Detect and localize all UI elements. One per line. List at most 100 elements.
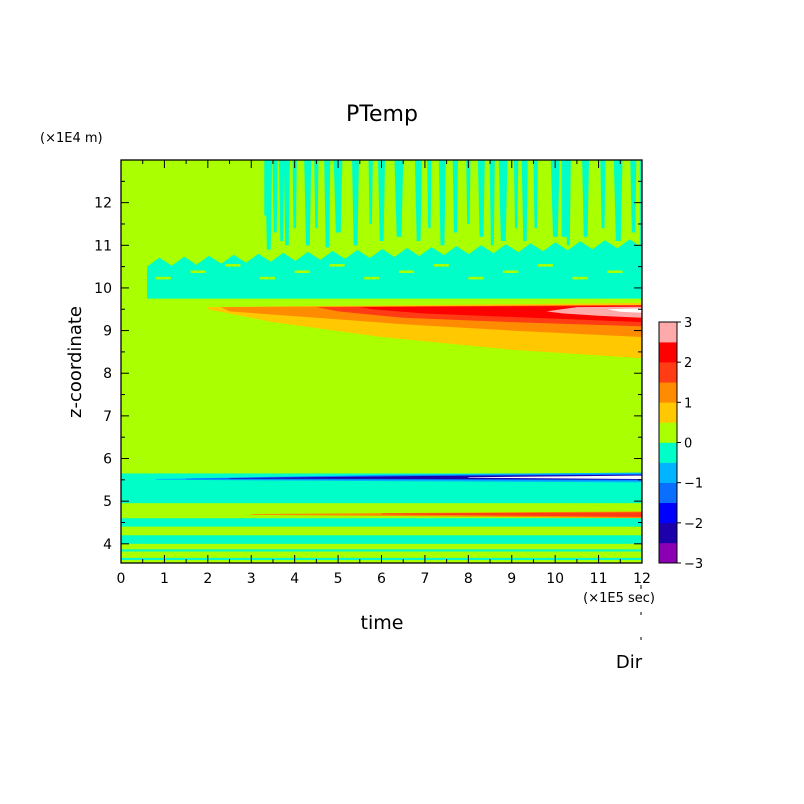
contour-region-spike bbox=[394, 160, 404, 237]
contour-field bbox=[121, 160, 642, 563]
contour-region-spike bbox=[561, 160, 569, 237]
colorbar-tick-label: 0 bbox=[684, 437, 692, 452]
contour-region-lower bbox=[121, 518, 642, 527]
colorbar-swatch bbox=[659, 502, 677, 524]
contour-region-stripe bbox=[155, 276, 171, 280]
chart-title: PTemp bbox=[346, 102, 418, 127]
colorbar-swatch bbox=[659, 442, 677, 463]
contour-region-spike bbox=[498, 160, 508, 241]
x-tick-label: 12 bbox=[633, 571, 651, 587]
contour-region-spike bbox=[639, 160, 642, 263]
x-tick-label: 1 bbox=[160, 571, 169, 587]
x-axis: 0 1 2 3 4 5 6 7 8 9 10 11 12 bbox=[117, 160, 651, 587]
contour-region-spike bbox=[314, 160, 319, 229]
contour-region-stripe bbox=[398, 270, 415, 274]
colorbar-swatch bbox=[659, 402, 677, 423]
contour-region-spike bbox=[279, 160, 285, 241]
colorbar-swatch bbox=[659, 362, 677, 383]
contour-region-cold-core bbox=[229, 474, 642, 480]
y-tick-label: 4 bbox=[103, 537, 112, 553]
contour-region-stripe bbox=[121, 545, 642, 549]
colorbar-tick-label: 1 bbox=[684, 396, 692, 411]
contour-region-spike bbox=[521, 160, 528, 241]
x-tick-label: 11 bbox=[590, 571, 608, 587]
y-tick-label: 12 bbox=[94, 196, 112, 212]
colorbar-tick-label: −3 bbox=[684, 557, 703, 572]
colorbar: −3 −2 −1 0 1 2 3 bbox=[658, 316, 703, 572]
contour-region-stripe bbox=[607, 270, 623, 274]
contour-region-spike bbox=[600, 160, 606, 229]
x-tick-label: 4 bbox=[290, 571, 299, 587]
contour-region-lower-warm-strip bbox=[381, 512, 642, 517]
x-tick-label: 6 bbox=[377, 571, 386, 587]
contour-region-stripe bbox=[329, 264, 345, 267]
contour-region-spike bbox=[550, 160, 560, 237]
y-tick-label: 7 bbox=[103, 409, 112, 425]
contour-region-spike bbox=[582, 160, 589, 237]
y-axis-label: z-coordinate bbox=[65, 306, 86, 418]
contour-region-warmest-core bbox=[607, 308, 642, 313]
dir-label: Dir bbox=[616, 652, 643, 673]
contour-region-spike bbox=[283, 160, 290, 246]
x-tick-label: 7 bbox=[420, 571, 429, 587]
contour-region-stripe bbox=[121, 549, 642, 552]
y-tick-label: 9 bbox=[103, 324, 112, 340]
contour-region-stripe bbox=[468, 276, 484, 280]
contour-region-spike bbox=[466, 160, 471, 224]
contour-region-spike bbox=[414, 160, 422, 241]
contour-region-spike bbox=[533, 160, 538, 229]
x-tick-label: 3 bbox=[247, 571, 256, 587]
contour-region-spike bbox=[630, 160, 637, 233]
contour-region-spike bbox=[264, 160, 270, 216]
colorbar-tick-label: 2 bbox=[684, 356, 692, 371]
contour-region-stripe bbox=[503, 270, 519, 274]
contour-region-stripe bbox=[190, 270, 206, 274]
colorbar-swatch bbox=[659, 382, 677, 403]
contour-region-spike bbox=[477, 160, 485, 237]
contour-region-stripe bbox=[121, 553, 642, 556]
x-tick-label: 0 bbox=[117, 571, 126, 587]
contour-region-stripe bbox=[259, 276, 276, 280]
contour-region-stripe bbox=[225, 264, 241, 267]
x-tick-label: 2 bbox=[203, 571, 212, 587]
contour-region-spike bbox=[333, 160, 343, 233]
y-tick-label: 5 bbox=[103, 494, 112, 510]
contour-region-spike bbox=[438, 160, 446, 246]
contour-region-spike bbox=[452, 160, 458, 233]
contour-region-spike bbox=[489, 160, 495, 246]
contour-region-spike bbox=[304, 160, 312, 246]
y-unit-label: (×1E4 m) bbox=[40, 131, 103, 146]
contour-region-lower bbox=[121, 526, 642, 536]
x-tick-label: 10 bbox=[546, 571, 564, 587]
y-tick-label: 11 bbox=[94, 238, 112, 254]
colorbar-swatch bbox=[659, 462, 677, 483]
colorbar-swatch bbox=[659, 322, 677, 343]
y-axis: 4 5 6 7 8 9 10 11 12 bbox=[94, 180, 642, 553]
colorbar-swatch bbox=[659, 482, 677, 504]
x-tick-label: 9 bbox=[507, 571, 516, 587]
colorbar-swatch bbox=[659, 542, 677, 564]
x-unit-label: (×1E5 sec) bbox=[583, 591, 655, 606]
y-tick-label: 8 bbox=[103, 366, 112, 382]
contour-region-lower bbox=[121, 503, 642, 512]
x-axis-label: time bbox=[361, 612, 404, 634]
contour-region-spike bbox=[292, 160, 297, 229]
y-tick-label: 10 bbox=[94, 281, 112, 297]
contour-region-stripe bbox=[572, 276, 588, 280]
contour-region-lower bbox=[121, 535, 642, 544]
contour-region-stripe bbox=[294, 270, 310, 274]
colorbar-tick-label: 3 bbox=[684, 316, 692, 331]
contour-region-spike bbox=[324, 160, 331, 248]
contour-region-spike bbox=[272, 160, 278, 233]
contour-region-spike bbox=[378, 160, 385, 241]
colorbar-swatch bbox=[659, 422, 677, 443]
contour-region-spike bbox=[513, 160, 519, 229]
x-tick-label: 8 bbox=[464, 571, 473, 587]
colorbar-tick-label: −2 bbox=[684, 517, 703, 532]
contour-region-stripe bbox=[433, 264, 449, 267]
contour-region-stripe bbox=[364, 276, 380, 280]
colorbar-swatch bbox=[659, 342, 677, 363]
x-tick-label: 5 bbox=[334, 571, 343, 587]
contour-region-upper-cyan bbox=[147, 239, 642, 299]
